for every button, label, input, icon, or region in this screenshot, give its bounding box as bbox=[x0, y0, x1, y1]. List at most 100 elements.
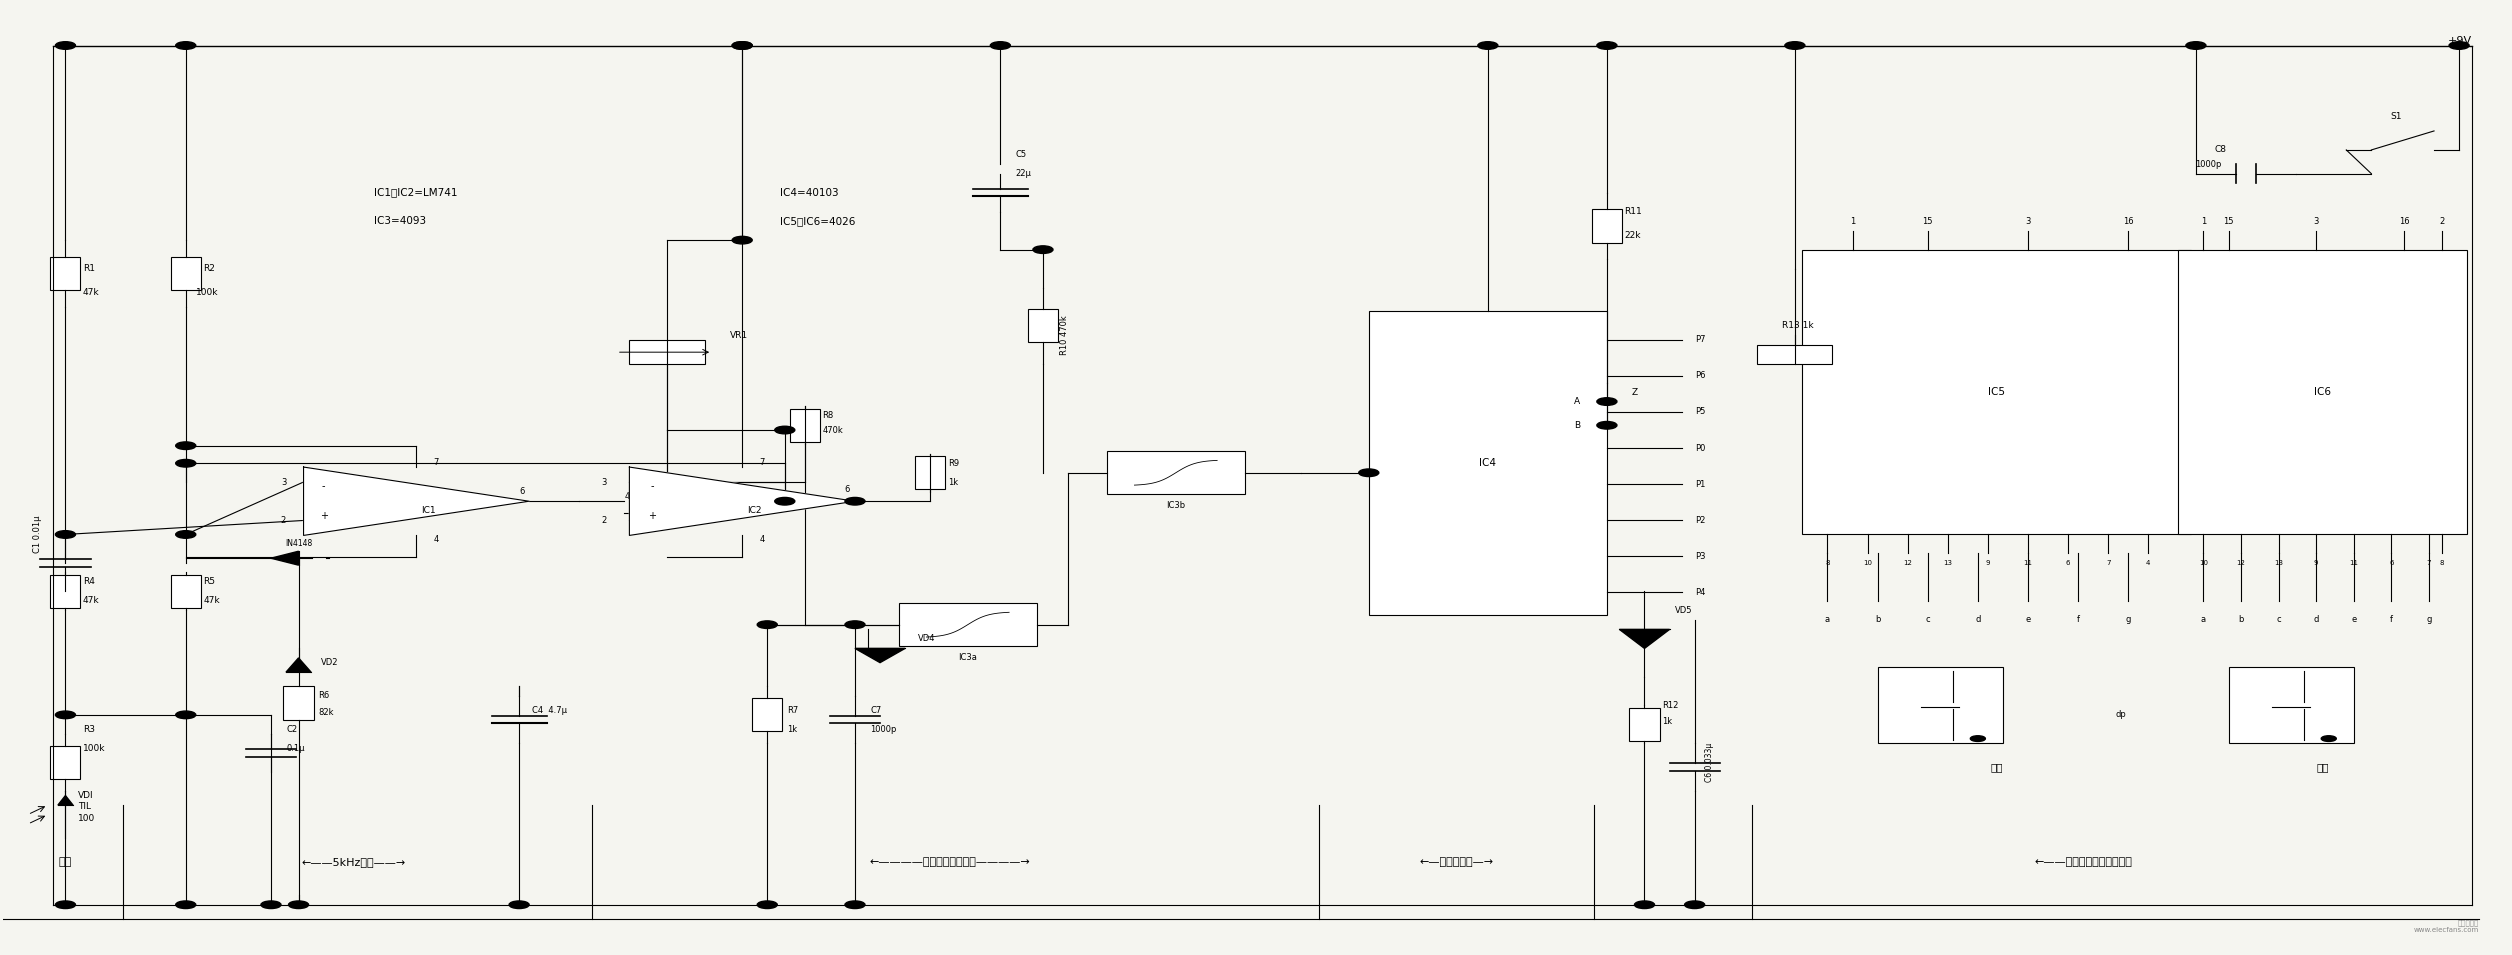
Circle shape bbox=[2449, 42, 2469, 50]
Text: f: f bbox=[2077, 615, 2080, 625]
Text: 8: 8 bbox=[2439, 560, 2444, 566]
Text: ←————脉冲整形和抗干扰————→: ←————脉冲整形和抗干扰————→ bbox=[869, 857, 1030, 867]
Text: IC3b: IC3b bbox=[1166, 501, 1186, 511]
Text: R4: R4 bbox=[83, 578, 95, 586]
Text: e: e bbox=[2351, 615, 2356, 625]
Text: 22μ: 22μ bbox=[1015, 169, 1032, 179]
Polygon shape bbox=[304, 467, 530, 536]
Text: IC1、IC2=LM741: IC1、IC2=LM741 bbox=[374, 188, 457, 198]
Text: IC5: IC5 bbox=[1987, 387, 2005, 397]
Polygon shape bbox=[271, 551, 299, 565]
Text: 82k: 82k bbox=[319, 709, 334, 717]
Text: IC1: IC1 bbox=[422, 506, 437, 516]
Bar bbox=[171, 257, 201, 290]
Circle shape bbox=[176, 901, 196, 908]
Polygon shape bbox=[854, 648, 904, 663]
Text: IC6: IC6 bbox=[2314, 387, 2331, 397]
Text: 3: 3 bbox=[281, 478, 286, 486]
Text: 9: 9 bbox=[2314, 560, 2319, 566]
Text: P3: P3 bbox=[1696, 552, 1706, 561]
Text: C3: C3 bbox=[628, 479, 641, 489]
Text: ←—可编程分频—→: ←—可编程分频—→ bbox=[1419, 857, 1495, 867]
Circle shape bbox=[1032, 245, 1053, 253]
Text: -: - bbox=[322, 481, 327, 491]
Text: R8: R8 bbox=[821, 412, 834, 420]
Text: 6: 6 bbox=[520, 487, 525, 497]
Text: C2: C2 bbox=[286, 725, 296, 733]
Circle shape bbox=[731, 236, 751, 244]
Text: IC4: IC4 bbox=[1480, 458, 1497, 468]
Circle shape bbox=[55, 901, 75, 908]
Circle shape bbox=[1598, 421, 1618, 429]
Text: 1: 1 bbox=[2201, 217, 2206, 225]
Bar bbox=[751, 698, 781, 732]
Circle shape bbox=[2321, 735, 2336, 741]
Text: 1k: 1k bbox=[947, 478, 957, 487]
Text: A: A bbox=[1573, 397, 1580, 406]
Circle shape bbox=[844, 621, 864, 628]
Circle shape bbox=[1359, 469, 1379, 477]
Text: R11: R11 bbox=[1625, 207, 1643, 216]
Text: 47k: 47k bbox=[203, 597, 221, 605]
Circle shape bbox=[756, 901, 776, 908]
Text: 11: 11 bbox=[2349, 560, 2359, 566]
Circle shape bbox=[1686, 901, 1706, 908]
Text: g: g bbox=[2427, 615, 2432, 625]
Circle shape bbox=[731, 42, 751, 50]
Circle shape bbox=[990, 42, 1010, 50]
Text: R7: R7 bbox=[786, 706, 799, 714]
Text: 十位: 十位 bbox=[2316, 762, 2329, 772]
Text: 7: 7 bbox=[2105, 560, 2110, 566]
Text: a: a bbox=[1824, 615, 1831, 625]
Text: 100: 100 bbox=[78, 814, 95, 823]
Text: dp: dp bbox=[2115, 711, 2125, 719]
Text: 16: 16 bbox=[2399, 217, 2409, 225]
Text: 9: 9 bbox=[1984, 560, 1990, 566]
Text: P6: P6 bbox=[1696, 371, 1706, 380]
Text: R6: R6 bbox=[319, 691, 329, 700]
Text: S1: S1 bbox=[2391, 112, 2401, 121]
Text: R5: R5 bbox=[203, 578, 216, 586]
Circle shape bbox=[289, 901, 309, 908]
Text: VR1: VR1 bbox=[728, 330, 749, 340]
Text: 12: 12 bbox=[1904, 560, 1912, 566]
Text: c: c bbox=[2276, 615, 2281, 625]
Text: TIL: TIL bbox=[78, 802, 90, 812]
Bar bbox=[1593, 209, 1623, 243]
Polygon shape bbox=[631, 467, 854, 536]
Bar bbox=[2178, 249, 2467, 535]
Circle shape bbox=[2185, 42, 2206, 50]
Circle shape bbox=[261, 901, 281, 908]
Circle shape bbox=[176, 531, 196, 539]
Text: 7: 7 bbox=[435, 458, 440, 467]
Circle shape bbox=[1477, 42, 1497, 50]
Bar bbox=[50, 746, 80, 779]
Text: d: d bbox=[2314, 615, 2319, 625]
Text: 1k: 1k bbox=[786, 725, 796, 733]
Text: R3: R3 bbox=[83, 725, 95, 733]
Text: 47k: 47k bbox=[83, 597, 100, 605]
Text: IN4148: IN4148 bbox=[284, 540, 311, 548]
Text: IC3=4093: IC3=4093 bbox=[374, 216, 427, 226]
Text: 3: 3 bbox=[2025, 217, 2030, 225]
Bar bbox=[1876, 668, 2002, 743]
Text: 16: 16 bbox=[2123, 217, 2133, 225]
Text: VDI: VDI bbox=[78, 791, 93, 800]
Circle shape bbox=[176, 711, 196, 719]
Text: 3: 3 bbox=[2314, 217, 2319, 225]
Text: b: b bbox=[2238, 615, 2243, 625]
Bar bbox=[1758, 345, 1831, 364]
Circle shape bbox=[844, 498, 864, 505]
Text: C5: C5 bbox=[1015, 150, 1027, 159]
Text: 11: 11 bbox=[2025, 560, 2032, 566]
Text: P1: P1 bbox=[1696, 479, 1706, 489]
Circle shape bbox=[55, 42, 75, 50]
Text: +: + bbox=[319, 511, 327, 521]
Text: 6: 6 bbox=[844, 485, 849, 495]
Text: 13: 13 bbox=[2273, 560, 2283, 566]
Circle shape bbox=[774, 426, 794, 434]
Text: C7: C7 bbox=[869, 706, 882, 714]
Text: VD4: VD4 bbox=[917, 634, 934, 644]
Text: c: c bbox=[1924, 615, 1929, 625]
Text: 0.1μ: 0.1μ bbox=[286, 744, 304, 753]
